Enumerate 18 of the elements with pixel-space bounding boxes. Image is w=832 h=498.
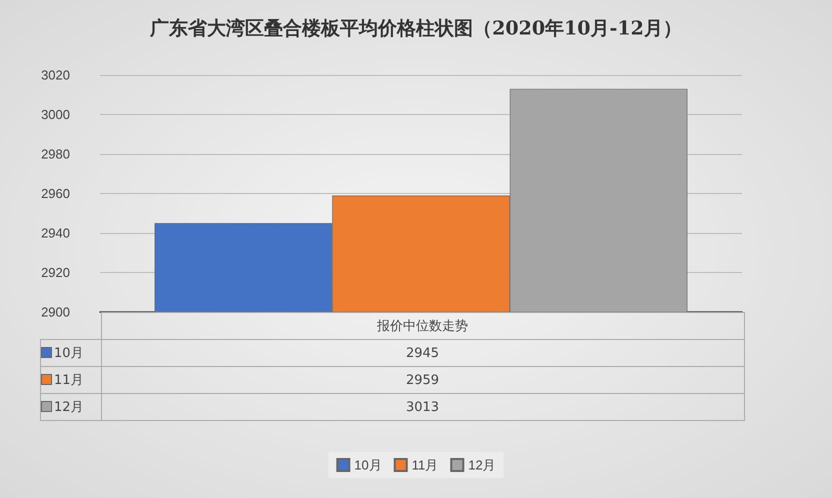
y-tick-label: 2960 (41, 186, 70, 201)
text: 2959 (101, 366, 744, 394)
y-tick-label: 3000 (41, 107, 70, 122)
text: 10月 (354, 458, 382, 472)
legend-label: 12月 (468, 458, 496, 472)
text: 3013 (101, 394, 744, 420)
text: 11月 (54, 373, 84, 388)
x-tick-label: 报价中位数走势 (101, 312, 744, 340)
chart-title: 广东省大湾区叠合楼板平均价格柱状图（2020年10月-12月） (149, 18, 682, 40)
legend-label: 10月 (40, 340, 101, 366)
text: 2945 (101, 340, 744, 366)
text: 12月 (54, 400, 84, 415)
legend-label: 11月 (412, 458, 438, 472)
y-tick-label: 2980 (41, 146, 70, 162)
y-tick-label: 2940 (41, 226, 70, 240)
y-tick-label: 2920 (41, 265, 70, 280)
y-tick-label: 2900 (41, 304, 70, 320)
y-tick-label: 3020 (41, 68, 70, 82)
